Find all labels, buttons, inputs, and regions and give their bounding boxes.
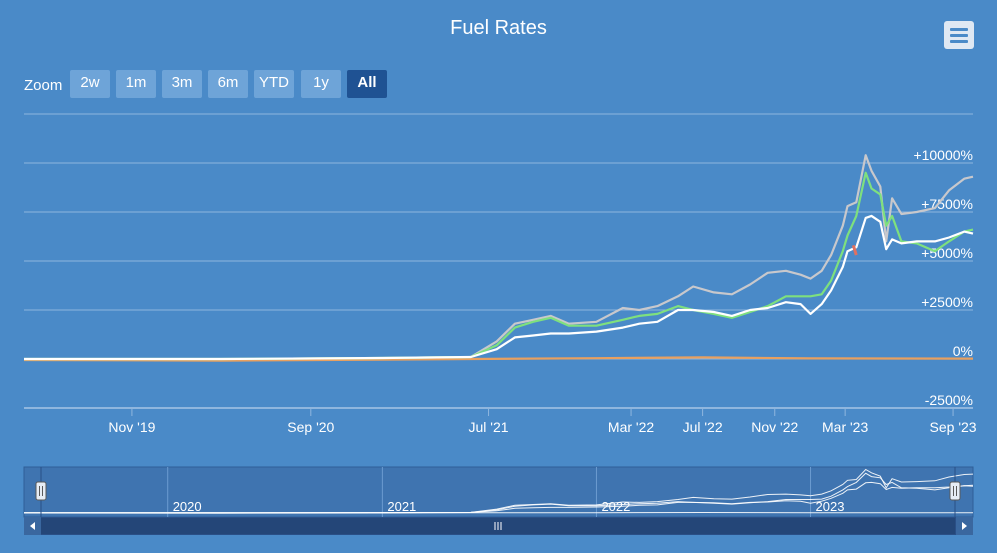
series-group: [23, 154, 974, 362]
menu-bar: [950, 27, 968, 31]
x-tick-label: Nov '19: [108, 419, 155, 435]
x-tick-label: Jul '21: [469, 419, 509, 435]
x-tick-label: Mar '23: [822, 419, 868, 435]
series-line-1: [24, 171, 974, 361]
zoom-6m-button[interactable]: 6m: [208, 70, 248, 98]
zoom-1m-button[interactable]: 1m: [116, 70, 156, 98]
series-line-4: [851, 244, 858, 256]
navigator-series-2: [24, 481, 974, 514]
grip-icon: [35, 481, 47, 501]
zoom-ytd-button[interactable]: YTD: [254, 70, 294, 98]
chart-title: Fuel Rates: [450, 17, 547, 39]
gridlines: [24, 113, 973, 409]
x-tick-label: Sep '20: [287, 419, 334, 435]
zoom-all-button[interactable]: All: [347, 70, 387, 98]
arrow-right-icon: [962, 522, 967, 530]
zoom-label: Zoom: [24, 77, 63, 94]
navigator-series-1: [24, 472, 974, 514]
zoom-2w-button[interactable]: 2w: [70, 70, 110, 98]
series-line-0: [24, 154, 974, 361]
zoom-1y-button[interactable]: 1y: [301, 70, 341, 98]
navigator-year-label: 2023: [816, 499, 845, 514]
arrow-left-icon: [30, 522, 35, 530]
navigator-year-label: 2020: [173, 499, 202, 514]
x-tick-label: Mar '22: [608, 419, 654, 435]
series-line-3: [23, 356, 974, 362]
y-tick-label: -2500%: [925, 392, 973, 408]
y-axis-labels: -2500%0%+2500%+5000%+7500%+10000%: [913, 147, 973, 408]
navigator: 2020 2021 2022 2023: [23, 466, 974, 535]
navigator-year-label: 2021: [387, 499, 416, 514]
navigator-left-handle[interactable]: [35, 481, 47, 501]
x-tick-label: Jul '22: [683, 419, 723, 435]
y-tick-label: +2500%: [921, 294, 973, 310]
zoom-3m-button[interactable]: 3m: [162, 70, 202, 98]
x-tick-label: Sep '23: [930, 419, 977, 435]
x-tick-label: Nov '22: [751, 419, 798, 435]
y-tick-label: 0%: [953, 343, 973, 359]
navigator-series-3: [23, 511, 974, 514]
series-line-2: [24, 214, 974, 361]
navigator-right-handle[interactable]: [949, 481, 961, 501]
scrollbar-grip-icon: [494, 522, 502, 530]
grip-icon: [949, 481, 961, 501]
x-axis: Nov '19 Sep '20 Jul '21 Mar '22 Jul '22 Nov '…: [108, 408, 977, 435]
menu-bar: [950, 33, 968, 37]
menu-bar: [950, 39, 968, 43]
hamburger-icon[interactable]: [944, 21, 974, 49]
y-tick-label: +10000%: [913, 147, 973, 163]
y-tick-label: +5000%: [921, 245, 973, 261]
